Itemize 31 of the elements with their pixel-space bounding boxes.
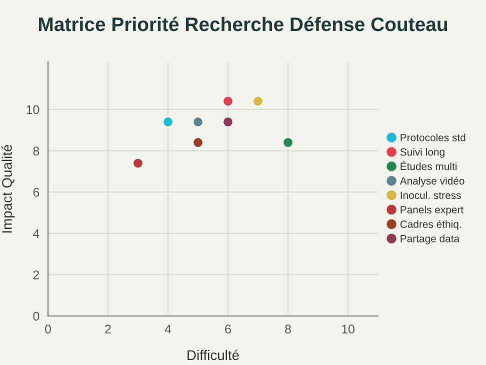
x-tick-label: 10 <box>342 324 354 334</box>
y-tick-label: 0 <box>33 312 40 321</box>
legend-label: Analyse vidéo <box>400 176 464 187</box>
y-tick-label: 2 <box>33 270 40 280</box>
legend-label: Partage data <box>400 234 460 244</box>
x-tick-label: 6 <box>225 324 231 334</box>
y-tick-label: 10 <box>26 105 40 114</box>
legend-label: Cadres éthiq. <box>400 220 461 230</box>
x-tick-label: 0 <box>45 324 51 334</box>
x-tick-label: 8 <box>285 324 291 334</box>
y-axis-title: Impact Qualité <box>2 144 15 232</box>
point <box>192 116 204 128</box>
point <box>222 116 234 128</box>
y-tick-label: 4 <box>33 229 40 238</box>
chart-title: Matrice Priorité Recherche Défense Couteau <box>38 16 448 32</box>
point <box>282 137 294 148</box>
legend-label: Suivi long <box>400 148 444 158</box>
point <box>132 158 144 169</box>
point <box>222 96 234 107</box>
legend-label: Inocul. stress <box>400 191 461 199</box>
y-tick-label: 8 <box>33 146 40 156</box>
legend-label: Panels expert <box>400 206 464 216</box>
x-tick-label: 4 <box>164 324 172 334</box>
legend-label: Études multi <box>400 160 456 170</box>
legend-label: Protocoles std <box>400 134 466 142</box>
point <box>252 96 264 107</box>
x-axis-title: Difficulté <box>188 350 239 360</box>
x-tick-label: 2 <box>105 324 111 334</box>
y-tick-label: 6 <box>33 188 40 197</box>
point <box>162 116 174 128</box>
point <box>192 137 204 148</box>
